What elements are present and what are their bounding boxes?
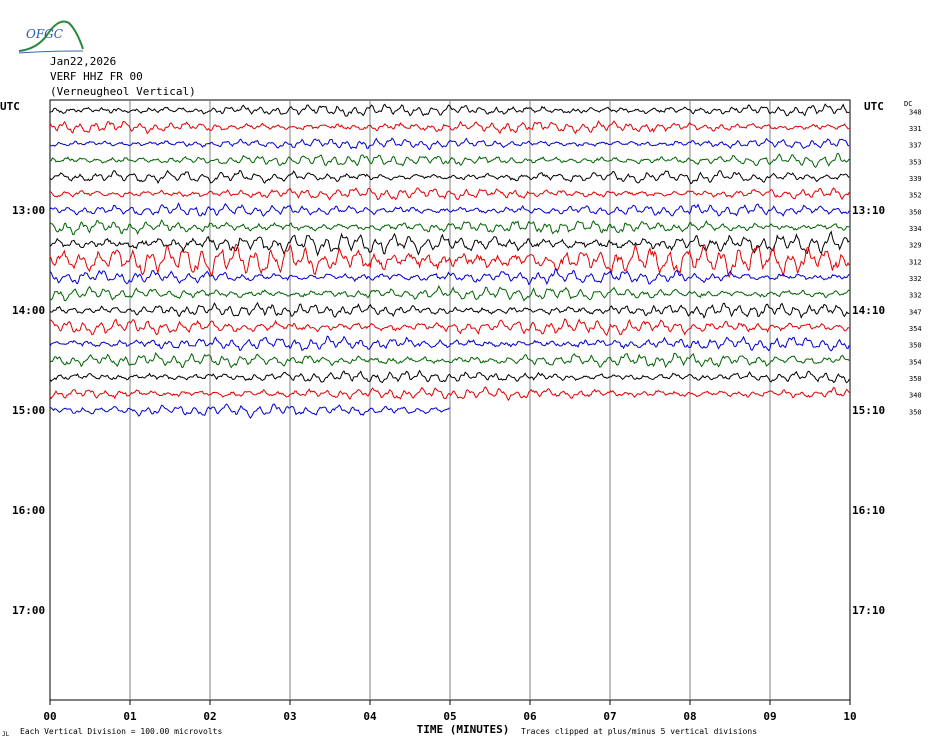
seismic-trace	[49, 335, 850, 352]
logo-icon	[19, 20, 85, 54]
seismic-trace	[49, 318, 850, 336]
right-time-label: 15:10	[852, 404, 885, 417]
x-tick-label: 08	[683, 710, 696, 723]
dc-value-label: 354	[909, 358, 922, 366]
dc-header-label: DC	[904, 100, 912, 108]
seismic-trace	[49, 169, 850, 185]
x-tick-label: 01	[123, 710, 137, 723]
seismic-trace	[49, 103, 850, 117]
seismic-trace	[49, 386, 850, 402]
left-utc-label: UTC	[0, 100, 20, 113]
right-time-label: 14:10	[852, 304, 885, 317]
x-tick-label: 02	[203, 710, 216, 723]
right-utc-label: UTC	[864, 100, 884, 113]
seismic-trace	[49, 120, 850, 135]
seismic-trace	[49, 284, 850, 302]
seismic-trace	[50, 137, 850, 151]
seismic-trace	[49, 403, 450, 419]
right-time-label: 16:10	[852, 504, 885, 517]
dc-value-label: 339	[909, 175, 922, 183]
seismic-trace	[49, 219, 850, 236]
x-tick-label: 10	[843, 710, 856, 723]
seismic-trace	[49, 187, 850, 201]
location-label: (Verneugheol Vertical)	[50, 85, 196, 98]
left-time-label: 17:00	[12, 604, 45, 617]
seismic-trace	[49, 301, 850, 319]
left-time-label: 14:00	[12, 304, 45, 317]
seismic-trace	[49, 369, 850, 384]
seismic-trace	[49, 152, 850, 168]
dc-value-label: 353	[909, 158, 922, 166]
dc-value-label: 329	[909, 242, 922, 250]
dc-value-label: 347	[909, 308, 922, 316]
left-time-label: 15:00	[12, 404, 45, 417]
logo: OFGC	[4, 2, 85, 54]
seismic-trace	[49, 351, 850, 369]
dc-value-label: 332	[909, 292, 922, 300]
seismic-trace	[49, 202, 850, 217]
seismic-trace	[49, 268, 850, 286]
dc-value-label: 354	[909, 325, 922, 333]
dc-value-label: 331	[909, 125, 922, 133]
dc-value-label: 352	[909, 192, 922, 200]
right-time-label: 17:10	[852, 604, 885, 617]
seismic-trace	[49, 243, 850, 279]
dc-value-label: 332	[909, 275, 922, 283]
x-axis-label: TIME (MINUTES)	[417, 723, 510, 736]
station-label: VERF HHZ FR 00	[50, 70, 143, 83]
dc-value-label: 340	[909, 392, 922, 400]
date-label: Jan22,2026	[50, 55, 117, 68]
dc-value-label: 348	[909, 108, 922, 116]
dc-value-label: 334	[909, 225, 922, 233]
left-time-label: 16:00	[12, 504, 45, 517]
footer-right-note: Traces clipped at plus/minus 5 vertical …	[521, 727, 757, 736]
footer-mark: JL	[2, 731, 10, 738]
x-tick-label: 06	[523, 710, 537, 723]
x-tick-label: 03	[283, 710, 296, 723]
x-tick-label: 04	[363, 710, 377, 723]
left-time-label: 13:00	[12, 204, 45, 217]
dc-value-label: 350	[909, 208, 922, 216]
x-tick-label: 05	[443, 710, 456, 723]
dc-value-label: 350	[909, 375, 922, 383]
dc-value-label: 350	[909, 342, 922, 350]
logo-text: OFGC	[26, 27, 63, 41]
x-tick-label: 09	[763, 710, 776, 723]
x-tick-label: 00	[43, 710, 56, 723]
dc-value-label: 312	[909, 258, 922, 266]
dc-value-label: 337	[909, 142, 922, 150]
dc-value-label: 350	[909, 408, 922, 416]
x-tick-label: 07	[603, 710, 616, 723]
right-time-label: 13:10	[852, 204, 885, 217]
footer-left-note: Each Vertical Division = 100.00 microvol…	[20, 727, 222, 736]
